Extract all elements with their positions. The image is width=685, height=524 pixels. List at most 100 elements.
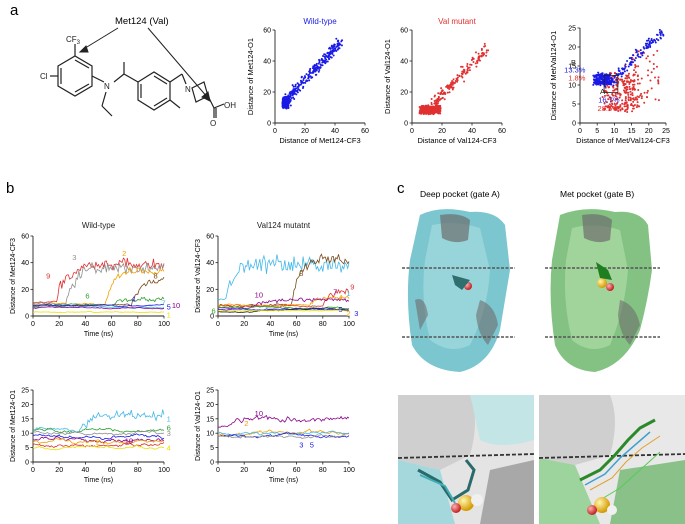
ts-wt-top-line [32,276,165,307]
scatter-overlay-val-point [611,92,614,95]
scatter-overlay-val-point [629,79,632,82]
ts-wt-top-line [33,311,165,314]
ts-val-top-xtick-label: 0 [216,321,220,328]
scatter-val-point [483,45,486,48]
scatter-val-point [426,110,429,113]
scatter-val-point [438,108,441,111]
scatter-overlay-val-point [634,65,637,68]
ts-val-bot-xtick-label: 60 [293,467,301,474]
ts-val-bot-line [217,432,350,439]
scatter-overlay-val-point [621,80,624,83]
scatter-val-point [487,49,490,52]
scatter-overlay-wt-point [593,79,596,82]
scatter-overlay-val-point [629,93,632,96]
scatter-wildtype-point [319,66,322,69]
scatter-overlay-val-point [616,92,619,95]
ts-wt-bot-line [32,444,165,451]
scatter-wildtype-points [281,37,344,110]
scatter-val-point [472,60,475,63]
scatter-val-point [448,91,451,94]
scatter-wildtype-point [327,54,330,57]
scatter-overlay-val-point [650,87,653,90]
scatter-val-point [422,107,425,110]
scatter-overlay-wt-point [654,41,657,44]
scatter-overlay-wt-point [604,77,607,80]
scatter-val-point [441,96,444,99]
scatter-val-point [427,104,430,107]
scatter-val-point [439,92,442,95]
scatter-overlay-wt-point [649,46,652,49]
scatter-overlay-wt-point [637,55,640,58]
scatter-overlay-val-point [650,71,653,74]
scatter-wildtype-point [300,75,303,78]
scatter-val-point [430,108,433,111]
interaction-arrows [78,27,211,102]
scatter-overlay-wt-point [626,69,629,72]
scatter-val-point [433,109,436,112]
ts-wt-bot-line [32,433,165,441]
ts-val-bot-ylabel: Distance of Val124-O1 [195,391,202,461]
scatter-overlay-val-point [631,110,634,113]
scatter-overlay-wt-point [593,75,596,78]
scatter-val-point [461,72,464,75]
scatter-overlay-ytick-label: 20 [568,45,576,52]
ts-val-top-line [217,309,349,312]
scatter-val-point [482,54,485,57]
scatter-overlay-val-point [626,88,629,91]
scatter-overlay-wt-point [608,83,611,86]
scatter-overlay-ytick-label: 15 [568,64,576,71]
ts-val-top-ytick-label: 40 [206,260,214,267]
scatter-val-point [437,92,440,95]
scatter-overlay-val-point [633,73,636,76]
scatter-wildtype-point [297,85,300,88]
scatter-overlay-val-point [646,91,649,94]
scatter-overlay-wt-point [647,37,650,40]
scatter-overlay-wt-point [645,39,648,42]
ligand-met [596,262,614,291]
scatter-wildtype-point [302,81,305,84]
ts-val-bot-line-label: 3 [299,441,303,450]
scatter-wildtype-point [326,51,329,54]
scatter-wildtype-point [293,97,296,100]
ts-val-bot-ytick-label: 10 [206,431,214,438]
scatter-wildtype-point [288,96,291,99]
scatter-overlay-val-point [619,105,622,108]
scatter-overlay-val-point [646,74,649,77]
ts-wt-bot-ylabel: Distance of Met124-O1 [10,390,17,462]
ts-wt-bot-ytick-label: 15 [21,416,29,423]
scatter-overlay-xtick-label: 25 [662,128,670,135]
scatter-val-point [451,80,454,83]
scatter-overlay-val-point [608,96,611,99]
scatter-overlay-val-point [633,83,636,86]
scatter-overlay-val-point [632,85,635,88]
scatter-overlay-wt-point [627,65,630,68]
ts-wt-bot-line-label: 1 [167,415,171,424]
scatter-overlay-val-point [615,76,618,79]
n-amine-label: N [104,82,110,91]
scatter-wildtype-point [302,78,305,81]
scatter-overlay-val-point [640,77,643,80]
scatter-wildtype-point [329,50,332,53]
scatter-overlay-val-point [634,88,637,91]
scatter-overlay-val-point [622,82,625,85]
scatter-val-point [456,80,459,83]
scatter-wildtype-point [291,93,294,96]
scatter-overlay-val-point [652,63,655,66]
ts-val-top-xlabel: Time (ns) [269,331,298,338]
scatter-overlay-wt-point [612,84,615,87]
scatter-val-point [466,67,469,70]
scatter-val-point [456,78,459,81]
ts-wt-top-line-label: 10 [172,301,180,310]
scatter-val-point [432,112,435,115]
scatter-overlay-wt-point [662,33,665,36]
ts-wt-top-line [32,257,165,304]
ts-val-top-line [217,296,350,308]
ts-val-top-line [217,306,350,310]
scatter-val-point [435,100,438,103]
scatter-overlay-val-point [624,101,627,104]
scatter-overlay-val-point [624,82,627,85]
scatter-val-point [428,110,431,113]
scatter-wildtype-point [335,37,338,40]
scatter-overlay-wt-point [658,31,661,34]
ts-wt-top-xtick-label: 0 [31,321,35,328]
